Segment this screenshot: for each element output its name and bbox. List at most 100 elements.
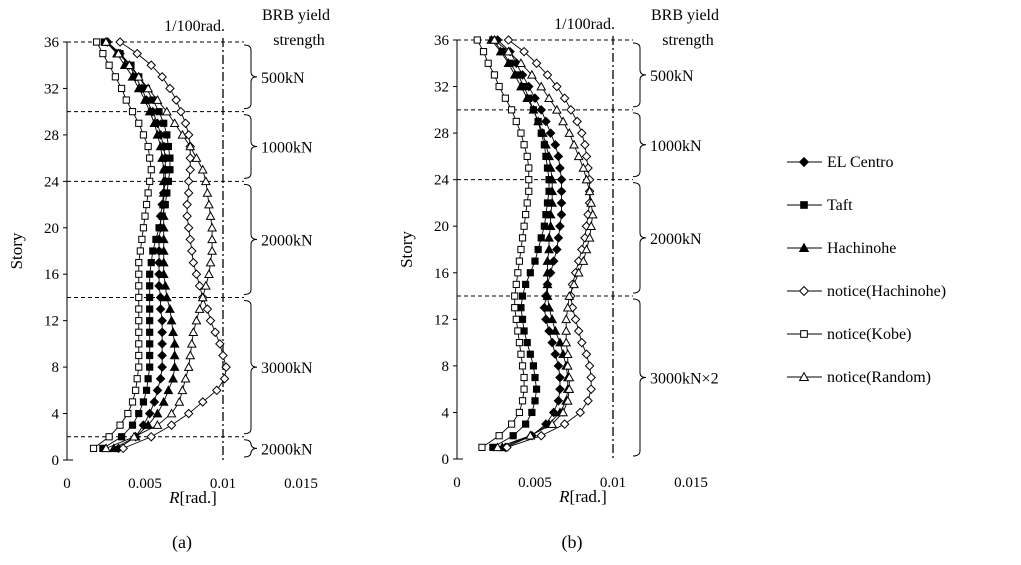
data-point: [157, 72, 167, 82]
data-point: [547, 186, 558, 196]
data-point: [564, 127, 575, 137]
data-point: [503, 35, 514, 45]
data-point: [166, 154, 174, 162]
data-point: [564, 290, 575, 300]
data-point: [478, 443, 486, 451]
zone-brace: [243, 299, 258, 435]
data-point: [111, 73, 119, 81]
data-point: [158, 199, 169, 209]
data-point: [584, 186, 595, 196]
data-point: [542, 267, 553, 277]
data-point: [531, 58, 542, 69]
data-point: [116, 421, 124, 429]
data-point: [185, 234, 196, 245]
data-point: [158, 211, 169, 220]
data-point: [562, 395, 573, 405]
data-point: [152, 235, 160, 243]
data-point: [514, 269, 522, 277]
data-point: [566, 105, 576, 115]
data-point: [531, 373, 539, 382]
y-tick-label: 28: [434, 126, 449, 142]
data-point: [528, 104, 539, 114]
data-point: [135, 363, 143, 371]
data-point: [553, 151, 564, 162]
data-point: [515, 257, 523, 265]
data-point: [135, 409, 143, 418]
data-point: [555, 163, 565, 173]
data-point: [127, 71, 138, 81]
data-point: [556, 209, 567, 220]
legend-item: notice(Kobe): [787, 326, 911, 343]
y-tick-label: 0: [442, 452, 450, 468]
data-point: [144, 189, 152, 197]
data-point: [183, 188, 194, 198]
data-point: [541, 314, 551, 325]
legend-marker-icon: [798, 285, 810, 297]
data-point: [140, 94, 150, 104]
data-point: [143, 420, 154, 429]
data-point: [519, 46, 529, 57]
data-point: [581, 244, 592, 254]
data-point: [133, 71, 144, 81]
data-point: [584, 361, 595, 371]
data-point: [133, 83, 144, 93]
legend-label: notice(Hachinohe): [827, 283, 946, 300]
legend-item: notice(Hachinohe): [787, 283, 946, 300]
data-point: [518, 397, 527, 405]
data-point: [210, 327, 220, 338]
zone-brace: [243, 114, 258, 179]
legend-label: EL Centro: [827, 154, 894, 171]
data-point: [556, 186, 567, 197]
data-point: [158, 234, 169, 244]
series-el-centro: [492, 35, 567, 453]
panel-caption: (a): [172, 532, 192, 553]
data-point: [578, 162, 589, 172]
data-point: [542, 290, 553, 300]
data-point: [515, 408, 523, 417]
data-point: [183, 408, 194, 419]
zone-brace: [632, 182, 647, 294]
legend-item: Taft: [787, 197, 853, 214]
data-point: [188, 327, 199, 337]
data-point: [531, 257, 539, 265]
data-point: [221, 362, 231, 372]
data-point: [155, 141, 166, 151]
data-point: [564, 384, 575, 393]
series-notice-random-: [101, 36, 218, 453]
data-point: [522, 210, 530, 219]
data-point: [553, 233, 564, 243]
data-point: [551, 104, 562, 114]
data-point: [149, 118, 160, 128]
data-point: [577, 337, 587, 348]
zone-brace: [243, 439, 258, 458]
data-point: [128, 421, 137, 429]
data-point: [135, 270, 143, 278]
x-tick-label: 0.01: [210, 476, 236, 492]
data-point: [118, 433, 126, 441]
zone-strength-label: 500kN: [261, 70, 305, 87]
x-axis-label-unit: [rad.]: [570, 487, 607, 506]
data-point: [514, 327, 522, 335]
data-point: [502, 442, 512, 453]
y-tick-label: 16: [434, 266, 450, 282]
data-point: [561, 337, 572, 347]
data-point: [518, 362, 527, 370]
data-point: [536, 430, 547, 441]
data-point: [146, 351, 154, 360]
data-point: [166, 408, 177, 418]
legend-marker-icon: [798, 156, 810, 168]
strength-title-line2: strength: [662, 32, 714, 49]
data-point: [536, 81, 547, 91]
x-tick-label: 0.005: [518, 475, 552, 491]
data-point: [516, 58, 526, 68]
data-point: [559, 419, 570, 429]
data-point: [158, 269, 169, 278]
data-point: [511, 304, 519, 312]
data-point: [168, 373, 179, 383]
data-point: [160, 280, 171, 290]
y-tick-label: 8: [52, 360, 60, 376]
data-point: [520, 141, 528, 149]
zone-strength-label: 1000kN: [261, 140, 313, 157]
data-point: [197, 164, 208, 174]
data-point: [182, 199, 192, 210]
